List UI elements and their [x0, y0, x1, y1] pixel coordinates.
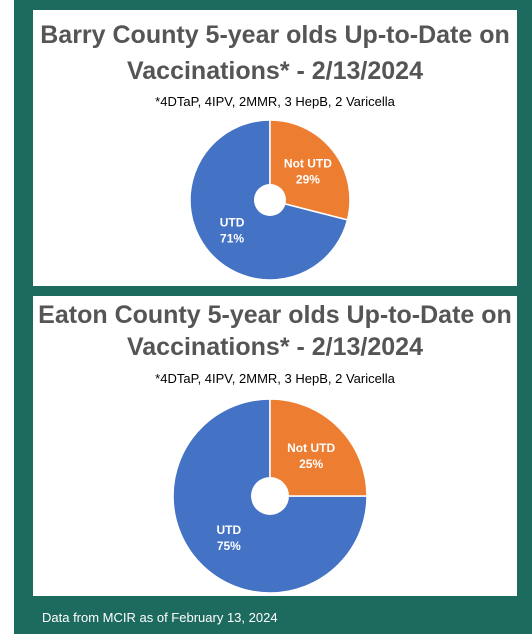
slice-label: UTD [220, 215, 245, 229]
slice-label: Not UTD [287, 441, 335, 455]
slice-utd [172, 398, 368, 594]
slice-value-label: 71% [220, 231, 244, 245]
barry-county-panel: Barry County 5-year olds Up-to-Date on V… [33, 10, 517, 286]
chart-subtitle: *4DTaP, 4IPV, 2MMR, 3 HepB, 2 Varicella [155, 94, 395, 109]
slice-value-label: 25% [299, 457, 323, 471]
slice-value-label: 75% [217, 539, 241, 553]
data-source-footer: Data from MCIR as of February 13, 2024 [42, 610, 278, 625]
chart-title-line2: Vaccinations* - 2/13/2024 [126, 333, 423, 361]
slice-label: UTD [217, 523, 242, 537]
eaton-donut-chart: UTD 75% Not UTD 25% [172, 398, 368, 594]
donut-hole [251, 477, 289, 515]
donut-hole [254, 184, 286, 216]
eaton-county-panel: Eaton County 5-year olds Up-to-Date on V… [33, 296, 517, 596]
slice-value-label: 29% [296, 173, 320, 187]
slice-not-utd [269, 119, 351, 221]
barry-donut-chart: UTD 71% Not UTD 29% [189, 119, 351, 281]
chart-title-line1: Eaton County 5-year olds Up-to-Date on [38, 301, 512, 329]
chart-subtitle: *4DTaP, 4IPV, 2MMR, 3 HepB, 2 Varicella [155, 371, 395, 386]
slice-not-utd [269, 398, 368, 497]
chart-title-line1: Barry County 5-year olds Up-to-Date on [40, 21, 510, 49]
chart-title-line2: Vaccinations* - 2/13/2024 [126, 57, 423, 85]
slice-label: Not UTD [284, 157, 332, 171]
